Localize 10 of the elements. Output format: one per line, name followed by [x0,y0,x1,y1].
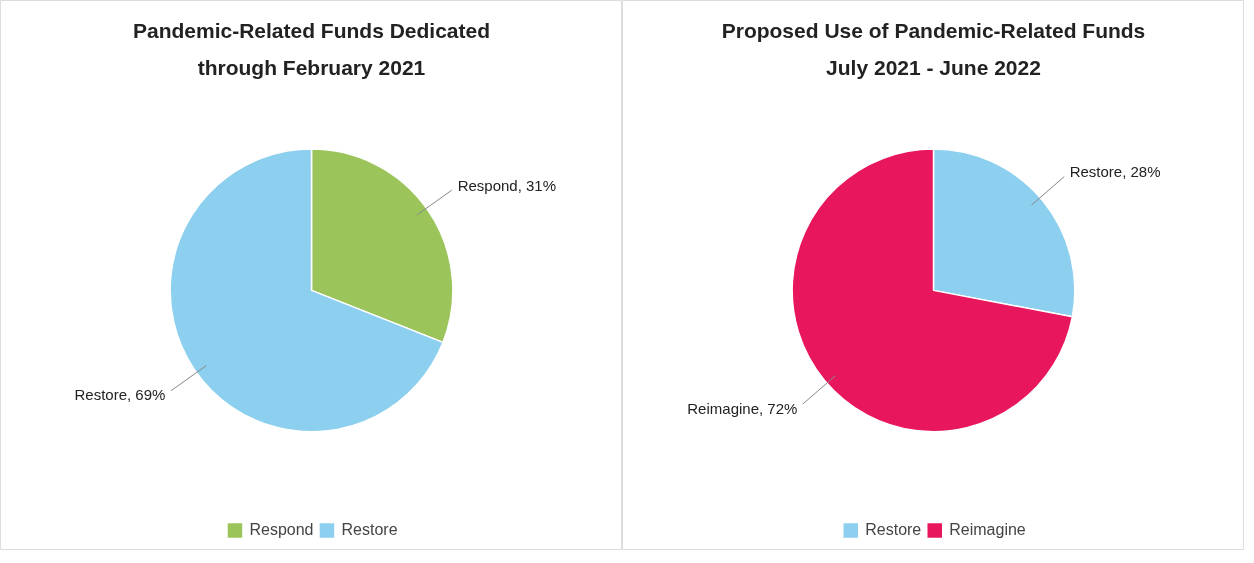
data-label: Respond, 31% [457,177,557,195]
legend-label: Reimagine [949,521,1026,539]
data-label: Restore, 28% [1069,163,1161,181]
legend-label: Respond [249,521,314,539]
data-label: Reimagine, 72% [687,400,798,418]
legend-label: Restore [865,521,922,539]
chart-title: Pandemic-Related Funds Dedicated through February 2021 [132,18,491,79]
data-label: Restore, 69% [74,386,166,404]
legend-label: Restore [341,521,398,539]
chart-title: Proposed Use of Pandemic-Related Funds July 2021 - June 2022 [721,18,1146,79]
